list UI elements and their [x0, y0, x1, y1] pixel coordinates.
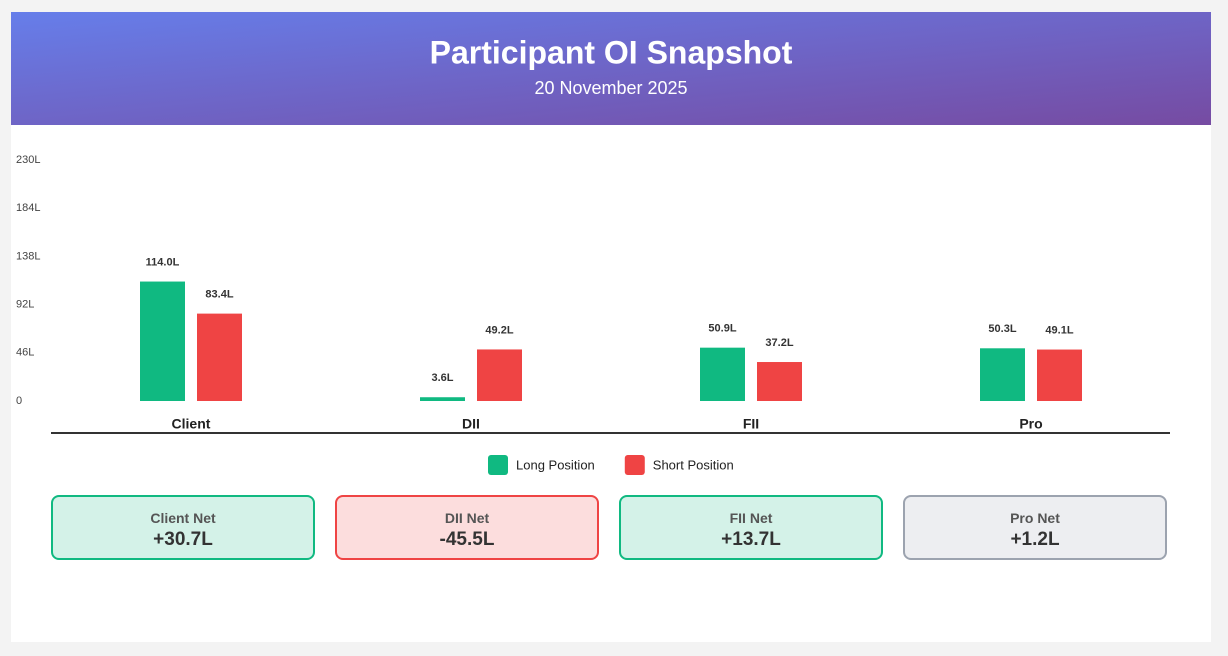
net-card-label: Pro Net — [1010, 510, 1060, 526]
net-card-label: DII Net — [444, 510, 490, 526]
legend-label: Short Position — [653, 457, 734, 472]
bar — [420, 397, 465, 401]
bar — [757, 362, 802, 401]
net-card-value: -45.5L — [439, 529, 495, 550]
value-label: 49.2L — [485, 324, 513, 336]
title: Participant OI Snapshot — [430, 34, 793, 70]
value-label: 49.1L — [1045, 324, 1073, 336]
y-tick-label: 184L — [16, 202, 40, 214]
y-tick-label: 46L — [16, 347, 34, 359]
y-tick-label: 92L — [16, 299, 34, 311]
net-card-value: +13.7L — [721, 529, 781, 550]
legend-label: Long Position — [516, 457, 595, 472]
legend-swatch — [624, 455, 645, 475]
net-card-label: FII Net — [729, 510, 773, 526]
value-label: 114.0L — [146, 256, 180, 268]
value-label: 3.6L — [431, 372, 453, 384]
legend-swatch — [488, 455, 508, 475]
y-tick-label: 230L — [16, 154, 40, 166]
net-card: Client Net +30.7L — [51, 495, 315, 560]
bar — [980, 348, 1025, 401]
bar — [197, 313, 242, 401]
bar — [140, 281, 185, 401]
x-tick-label: DII — [462, 416, 480, 432]
bar — [700, 347, 745, 401]
value-label: 83.4L — [205, 289, 233, 301]
value-label: 50.3L — [988, 323, 1016, 335]
value-label: 37.2L — [765, 337, 793, 349]
x-tick-label: Client — [172, 416, 211, 432]
x-tick-label: Pro — [1019, 416, 1042, 432]
net-card: DII Net -45.5L — [335, 495, 599, 560]
net-card: FII Net +13.7L — [619, 495, 883, 560]
subtitle: 20 November 2025 — [534, 78, 687, 98]
net-card-value: +1.2L — [1010, 529, 1060, 550]
net-card-value: +30.7L — [153, 529, 213, 550]
y-tick-label: 0 — [16, 395, 22, 407]
bar — [1037, 349, 1082, 401]
net-card-label: Client Net — [150, 510, 216, 526]
x-tick-label: FII — [743, 416, 759, 432]
bar — [477, 349, 522, 401]
header — [11, 12, 1211, 125]
value-label: 50.9L — [708, 323, 736, 335]
y-tick-label: 138L — [16, 250, 40, 262]
net-card: Pro Net +1.2L — [903, 495, 1167, 560]
